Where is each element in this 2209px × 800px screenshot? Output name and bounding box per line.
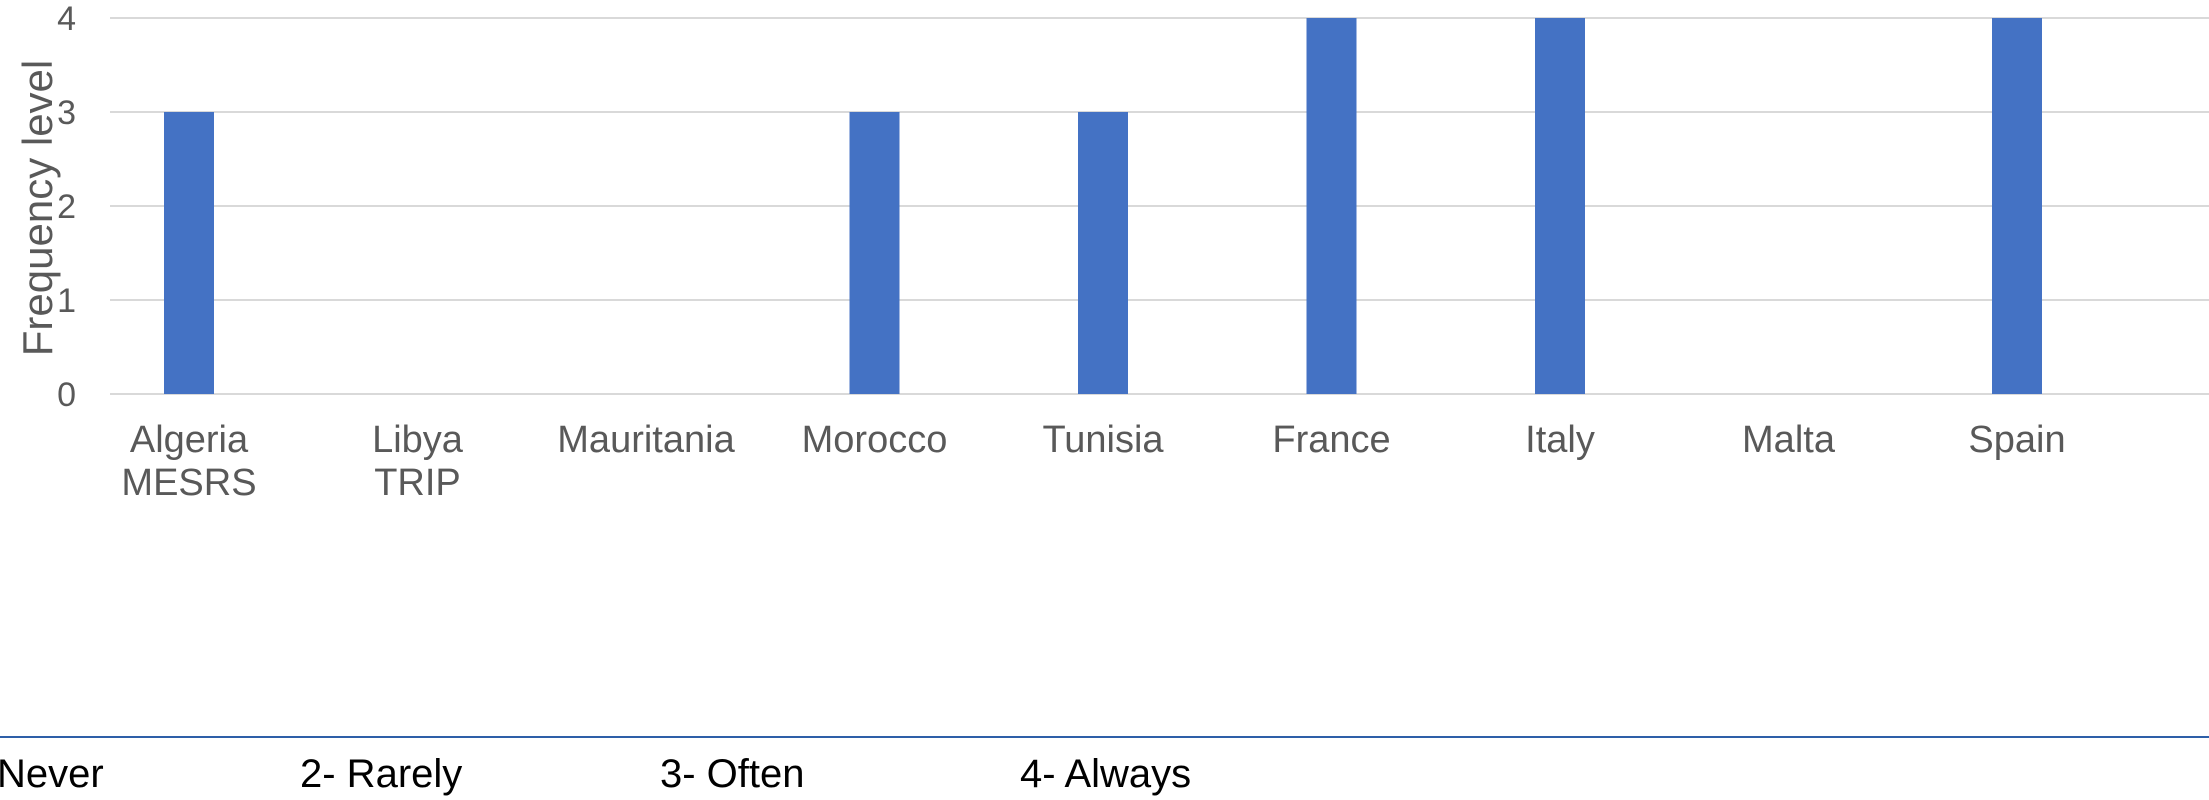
x-category-label: Algeria MESRS: [121, 419, 256, 504]
y-tick-labels: 0 1 2 3 4: [57, 0, 76, 414]
bar: [1992, 18, 2042, 394]
bar: [849, 112, 900, 394]
x-category-label: France: [1272, 419, 1390, 461]
bar: [1535, 18, 1585, 394]
legend-item-always: 4- Always: [1020, 752, 1192, 796]
x-category-label: Morocco: [802, 419, 948, 461]
gridlines: [110, 17, 2209, 395]
x-category-label: Spain: [1968, 419, 2065, 461]
y-tick-label: 3: [57, 94, 76, 132]
x-category-label: Malta: [1742, 419, 1836, 461]
x-category-label: Italy: [1525, 419, 1595, 461]
x-category-labels: Algeria MESRS Libya TRIP Mauritania Morocco Tu…: [121, 419, 2065, 504]
legend-divider: [0, 736, 2209, 738]
x-category-label: Tunisia: [1042, 419, 1164, 461]
x-category-label: Mauritania: [557, 419, 735, 461]
bar: [1078, 112, 1128, 394]
legend-item-often: 3- Often: [660, 752, 805, 796]
bar: [1306, 18, 1357, 394]
bars: [164, 18, 2042, 394]
legend-item-never: Never: [0, 752, 104, 796]
y-axis-label: Frequency level: [14, 60, 61, 356]
y-tick-label: 1: [57, 282, 76, 320]
x-category-label: Libya TRIP: [372, 419, 464, 504]
y-tick-label: 2: [57, 188, 76, 226]
y-tick-label: 4: [57, 0, 76, 38]
legend-item-rarely: 2- Rarely: [300, 752, 463, 796]
bar: [164, 112, 214, 394]
y-tick-label: 0: [57, 376, 76, 414]
bar-chart: 0 1 2 3 4 Algeria MESRS Libya TRIP Mauritania Mor…: [14, 0, 2209, 504]
